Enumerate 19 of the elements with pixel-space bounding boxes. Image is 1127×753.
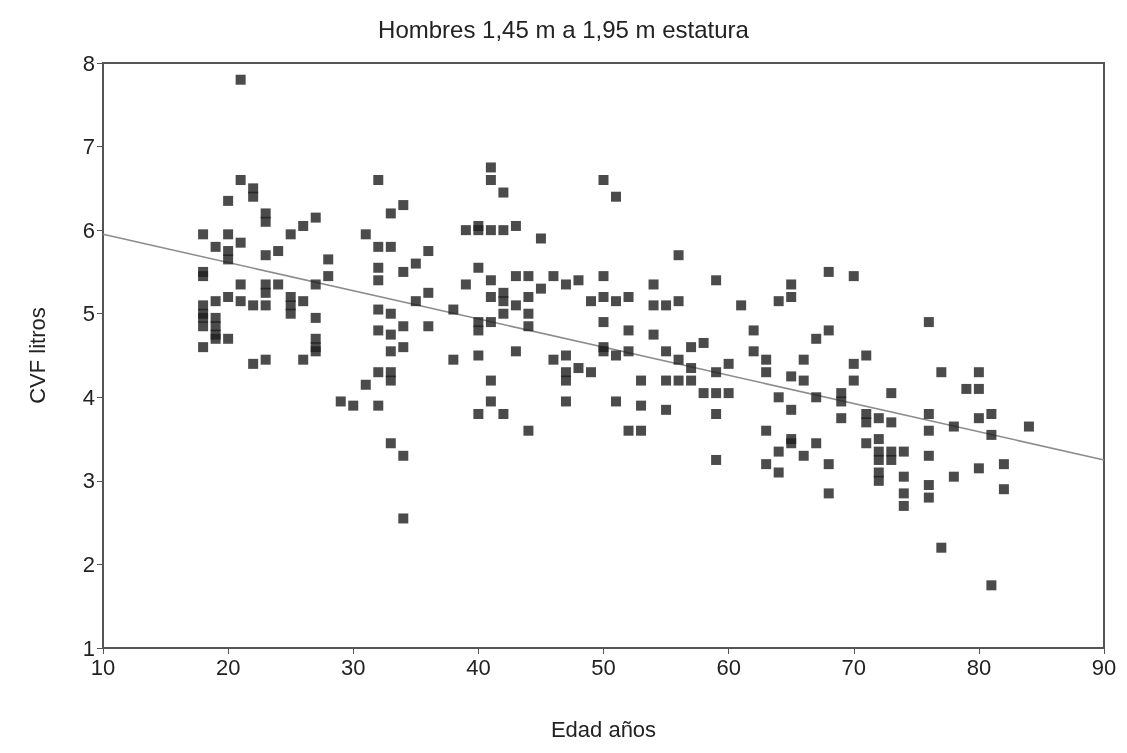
y-axis-title: CVF litros [24, 307, 50, 404]
x-tick-label: 80 [966, 654, 992, 680]
y-tick-label: 7 [82, 134, 95, 160]
x-tick-label: 70 [841, 654, 866, 680]
y-tick-label: 4 [82, 384, 95, 410]
x-tick-label: 60 [716, 654, 741, 680]
y-tick-label: 1 [82, 635, 95, 661]
y-tick-label: 3 [82, 468, 95, 494]
x-tick-label: 30 [341, 654, 366, 680]
y-tick-label: 6 [82, 217, 95, 243]
y-tick-label: 5 [82, 301, 95, 327]
x-tick-label: 40 [466, 654, 491, 680]
x-tick-label: 50 [591, 654, 616, 680]
y-tick-label: 2 [82, 551, 95, 577]
y-tick-label: 8 [82, 50, 95, 76]
chart-title: Hombres 1,45 m a 1,95 m estatura [378, 15, 750, 43]
x-axis-title: Edad años [550, 716, 657, 742]
x-tick-label: 20 [215, 654, 241, 680]
x-tick-label: 90 [1091, 654, 1117, 680]
